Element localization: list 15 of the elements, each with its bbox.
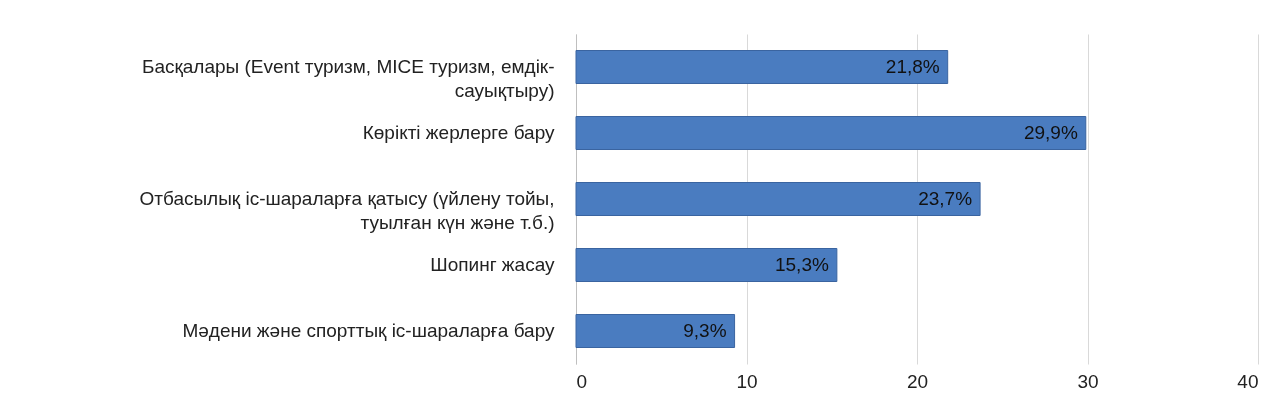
x-tick-label: 20 (906, 370, 929, 392)
data-label: 9,3% (683, 320, 727, 341)
y-tick-label: Шопинг жасау (430, 254, 555, 275)
y-tick-label: Көрікті жерлерге бару (362, 122, 555, 143)
x-tick-label: 10 (736, 370, 758, 392)
y-tick-label: Басқалары (Event туризм, MICE туризм, емдік-сауықтыру) (141, 56, 555, 101)
data-label: 29,9% (1023, 122, 1078, 143)
y-tick-label: Мәдени және спорттық іс-шараларға бару (182, 320, 555, 341)
data-label: 23,7% (918, 188, 973, 209)
data-label: 15,3% (774, 254, 829, 275)
x-tick-label: 0 (576, 370, 588, 392)
x-tick-label: 30 (1077, 370, 1099, 392)
y-tick-label: Отбасылық іс-шараларға қатысу (үйлену тойы, туылған күн және т.б.) (139, 188, 555, 233)
data-label: 21,8% (885, 56, 940, 77)
x-tick-label: 40 (1237, 370, 1259, 392)
